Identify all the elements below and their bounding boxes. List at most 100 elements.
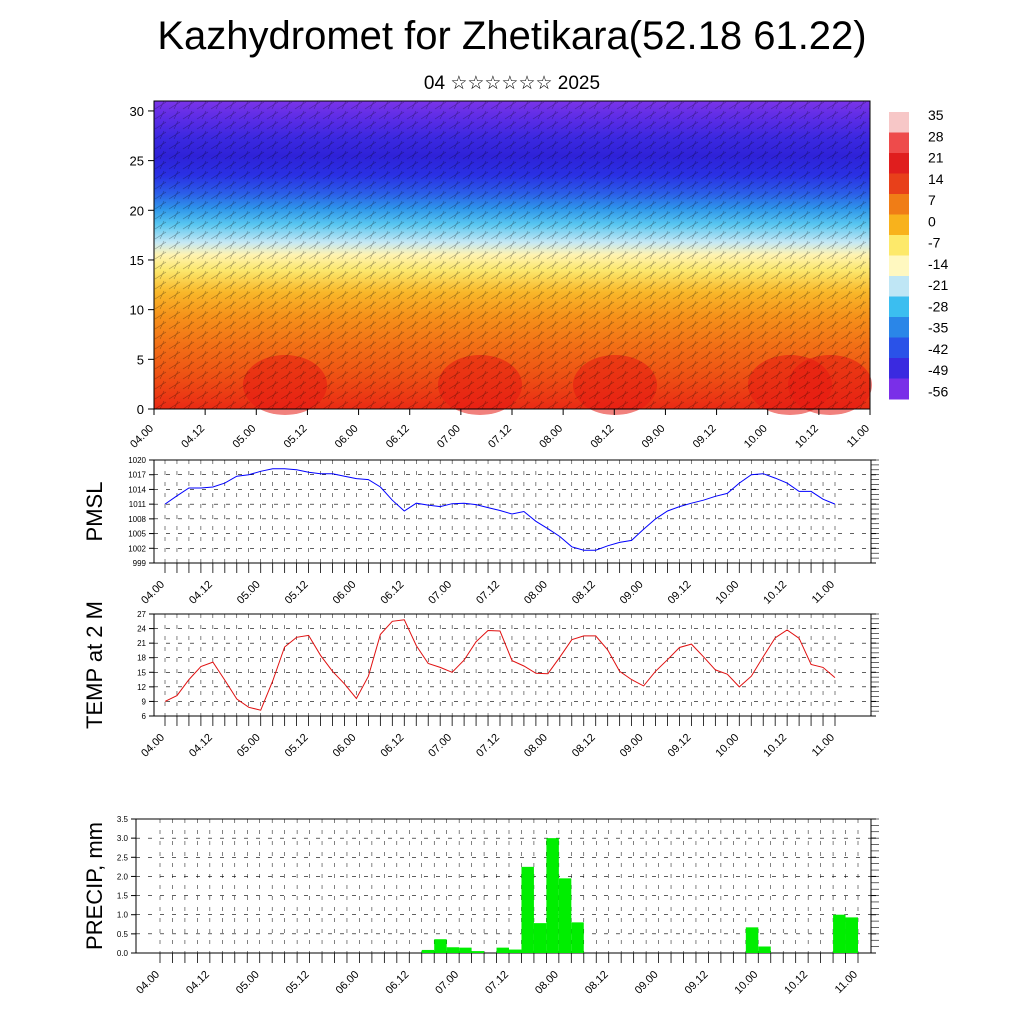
precip-xtick-label-0: 04.00	[134, 969, 162, 997]
pmsl-xtick-label-11: 09.12	[666, 579, 694, 607]
cross-xtick-label-4: 06.00	[333, 423, 361, 451]
temp-xtick-label-3: 05.12	[283, 732, 311, 760]
temp-xtick-label-8: 08.00	[522, 732, 550, 760]
pmsl-ytick-label-2: 1005	[128, 530, 146, 539]
pmsl-xtick-label-7: 07.12	[474, 579, 502, 607]
temp-ytick-label-3: 15	[137, 668, 146, 677]
precip-bar-4	[471, 951, 485, 953]
pmsl-xtick-label-3: 05.12	[283, 579, 311, 607]
colorbar-swatch-0	[889, 112, 909, 133]
colorbar-label-0: 35	[928, 107, 944, 123]
precip-xtick-label-4: 06.00	[334, 969, 362, 997]
pmsl-ytick-label-3: 1008	[128, 515, 146, 524]
precip-bar-11	[571, 922, 584, 953]
page-title: Kazhydromet for Zhetikara(52.18 61.22)	[157, 14, 867, 58]
precip-bar-3	[459, 947, 472, 953]
cross-ytick-label-2: 10	[130, 303, 144, 318]
pmsl-xtick-label-9: 08.12	[570, 579, 598, 607]
temp-ytick-label-2: 12	[137, 683, 146, 692]
precip-bar-5	[496, 947, 509, 953]
pmsl-ytick-label-0: 999	[133, 559, 147, 568]
cross-xtick-label-1: 04.12	[179, 423, 207, 451]
cross-ytick-label-5: 25	[130, 154, 144, 169]
precip-xtick-label-13: 10.12	[782, 969, 810, 997]
precip-xtick-label-9: 08.12	[583, 969, 611, 997]
pmsl-xtick-label-4: 06.00	[331, 579, 359, 607]
precip-bar-8	[533, 923, 547, 953]
pmsl-ytick-label-4: 1011	[129, 500, 147, 509]
precip-ytick-label-4: 2.0	[117, 872, 129, 881]
temp-xtick-label-11: 09.12	[666, 732, 694, 760]
precip-bar-13	[758, 946, 771, 953]
cross-xtick-label-8: 08.00	[537, 423, 565, 451]
cross-xtick-label-7: 07.12	[486, 423, 514, 451]
precip-frame	[135, 818, 872, 954]
temp-xtick-label-0: 04.00	[139, 732, 167, 760]
cross-xtick-label-9: 08.12	[588, 423, 616, 451]
colorbar-label-13: -56	[928, 383, 948, 399]
precip-xtick-label-2: 05.00	[234, 969, 262, 997]
precip-xtick-label-12: 10.00	[732, 969, 760, 997]
precip-ytick-label-5: 2.5	[117, 853, 129, 862]
precip-xtick-label-14: 11.00	[833, 969, 860, 996]
temp-xtick-label-12: 10.00	[713, 732, 741, 760]
colorbar: 35 28 21 14 7 0 -7 -14 -21 -28 -35 -42 -49 -56	[889, 107, 948, 400]
colorbar-swatch-6	[889, 235, 909, 256]
precip-xtick-label-5: 06.12	[383, 969, 411, 997]
precip-ytick-label-0: 0.0	[117, 949, 129, 958]
precip-ytick-label-7: 3.5	[117, 815, 129, 824]
pmsl-xtick-label-1: 04.12	[187, 579, 215, 607]
precip-ytick-label-3: 1.5	[117, 892, 129, 901]
pmsl-xtick-label-13: 10.12	[761, 579, 789, 607]
precip-ylabel: PRECIP, mm	[82, 822, 107, 950]
colorbar-label-6: -7	[928, 235, 941, 251]
precip-ytick-label-6: 3.0	[117, 834, 129, 843]
temp-xtick-label-7: 07.12	[474, 732, 502, 760]
pmsl-ytick-label-5: 1014	[128, 485, 146, 494]
precip-xtick-label-6: 07.00	[433, 969, 461, 997]
pmsl-ylabel: PMSL	[82, 482, 107, 542]
precip-xtick-label-10: 09.00	[633, 969, 661, 997]
precip-ytick-label-2: 1.0	[117, 911, 129, 920]
colorbar-label-8: -21	[928, 277, 948, 293]
cross-ytick-label-1: 5	[137, 352, 144, 367]
colorbar-swatch-5	[889, 214, 909, 236]
cross-xtick-label-6: 07.00	[435, 423, 463, 451]
precip-bar-9	[546, 838, 559, 953]
temp-xtick-label-2: 05.00	[235, 732, 263, 760]
precip-xtick-label-3: 05.12	[284, 969, 312, 997]
colorbar-label-7: -14	[928, 256, 948, 272]
precip-xtick-label-11: 09.12	[683, 969, 711, 997]
cross-xtick-label-5: 06.12	[384, 423, 412, 451]
temp-frame	[153, 613, 872, 717]
colorbar-swatch-2	[889, 153, 909, 174]
pmsl-xtick-label-6: 07.00	[426, 579, 454, 607]
colorbar-swatch-7	[889, 255, 909, 277]
temp-xtick-label-10: 09.00	[618, 732, 646, 760]
temp-xtick-label-6: 07.00	[426, 732, 454, 760]
temp-panel: 6 9 12 15 18 21 24 27 04.00 04.12 05.00 05.12 06.00 0…	[82, 601, 879, 760]
cross-xtick-label-10: 09.00	[640, 423, 668, 451]
pmsl-xtick-label-0: 04.00	[139, 579, 167, 607]
precip-bar-14	[833, 914, 846, 953]
cross-ytick-label-6: 30	[130, 104, 144, 119]
precip-xtick-label-7: 07.12	[483, 969, 511, 997]
cross-xtick-label-2: 05.00	[230, 423, 258, 451]
pmsl-xtick-label-5: 06.12	[378, 579, 406, 607]
pmsl-xtick-label-8: 08.00	[522, 579, 550, 607]
temp-ytick-label-5: 21	[137, 639, 146, 648]
colorbar-swatch-12	[889, 358, 909, 379]
colorbar-swatch-4	[889, 194, 909, 215]
colorbar-swatch-1	[889, 132, 909, 154]
temp-xtick-label-5: 06.12	[378, 732, 406, 760]
precip-bar-7	[521, 866, 534, 953]
colorbar-label-2: 21	[928, 150, 944, 166]
temp-xtick-label-13: 10.12	[761, 732, 789, 760]
cross-xtick-label-0: 04.00	[128, 423, 156, 451]
temp-series-line	[164, 619, 836, 711]
pmsl-frame	[153, 459, 872, 564]
pmsl-ytick-label-6: 1017	[128, 471, 146, 480]
precip-bar-10	[558, 878, 572, 953]
